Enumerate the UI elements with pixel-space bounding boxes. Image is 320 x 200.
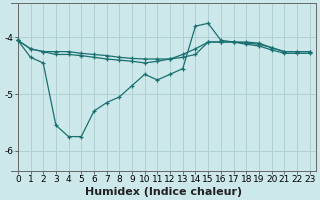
X-axis label: Humidex (Indice chaleur): Humidex (Indice chaleur) — [85, 187, 242, 197]
